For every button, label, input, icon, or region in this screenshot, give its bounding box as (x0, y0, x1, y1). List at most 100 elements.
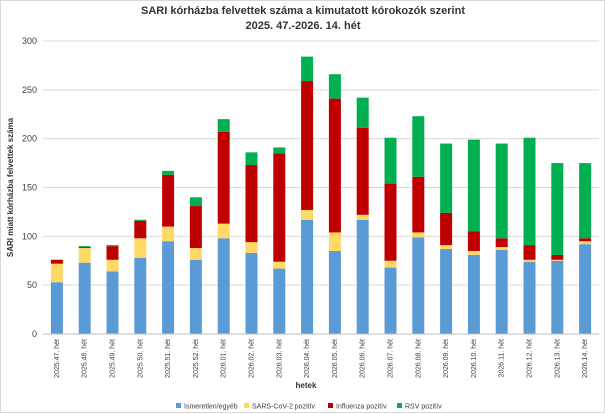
bar-segment (189, 206, 202, 249)
bar-segment (78, 247, 91, 249)
bar-segment (328, 98, 341, 233)
bar-segment (273, 153, 286, 262)
bar-segment (412, 116, 425, 177)
bar-segment (162, 170, 175, 175)
legend-item: RSV pozitív (397, 403, 442, 411)
bar-segment (189, 248, 202, 260)
x-tick-label: 2025.49. hét (110, 339, 117, 378)
bar-segment (356, 214, 369, 220)
x-axis-ticks: 2025.47. hét 2025.48. hét 2025.49. hét 2025… (54, 339, 589, 378)
legend-swatch (328, 403, 333, 408)
legend-swatch (244, 403, 249, 408)
x-tick-label: 2026.07. hét (388, 339, 395, 378)
bar-segment (301, 81, 314, 210)
bar-segment (523, 261, 536, 334)
bar-segment (50, 259, 63, 264)
bar-segment (134, 219, 147, 221)
bar-segment (245, 152, 258, 166)
bar-segment (217, 238, 230, 334)
bar-segment (412, 232, 425, 238)
legend-item: Ismeretlen/egyéb (176, 403, 238, 411)
bar-segment (328, 74, 341, 99)
bar-segment (301, 209, 314, 220)
bar-segment (551, 259, 564, 261)
bar-segment (189, 259, 202, 334)
bar-segment (440, 245, 453, 250)
bar-segment (384, 137, 397, 184)
x-tick-label: 2026.05. hét (332, 339, 339, 378)
x-tick-label: 2026.11. hét (499, 339, 506, 377)
x-tick-label: 2026.13. hét (554, 339, 561, 378)
bar-segment (134, 257, 147, 334)
legend-swatch (397, 403, 402, 408)
bar-segment (523, 245, 536, 260)
bar-segment (495, 238, 508, 248)
bar-segment (495, 250, 508, 334)
bar-segment (467, 139, 480, 232)
bar-segment (384, 260, 397, 268)
bar-segment (495, 143, 508, 239)
x-tick-label: 2026.08. hét (415, 339, 422, 378)
bar-segment (551, 163, 564, 255)
y-tick-label: 200 (22, 134, 37, 144)
x-tick-label: 2026.04. hét (304, 339, 311, 378)
bar-segment (440, 249, 453, 334)
legend-item: SARS-CoV-2 pozitív (244, 403, 316, 411)
bar-segment (579, 241, 592, 245)
bar-segment (162, 226, 175, 242)
y-tick-label: 250 (22, 85, 37, 95)
y-axis-label: SARI miatt kórházba felvettek száma (6, 117, 15, 257)
bar-segment (328, 232, 341, 251)
bar-segment (189, 197, 202, 207)
bar-segment (106, 271, 119, 334)
bar-segment (412, 176, 425, 233)
bar-segment (245, 252, 258, 334)
y-axis-ticks: 0 50 100 150 200 250 300 (22, 36, 37, 339)
chart-subtitle: 2025. 47.-2026. 14. hét (246, 20, 361, 32)
x-tick-label: 2026.01. hét (221, 339, 228, 378)
gridlines (43, 40, 599, 286)
x-tick-label: 2026.06. hét (360, 339, 367, 378)
bar-segment (467, 250, 480, 255)
bar-segment (50, 282, 63, 334)
chart-title: SARI kórházba felvettek száma a kimutato… (141, 5, 465, 17)
bar-segment (134, 238, 147, 258)
legend-label: SARS-CoV-2 pozitív (252, 404, 316, 411)
bar-segment (523, 259, 536, 262)
x-tick-label: 2025.51. hét (165, 339, 172, 378)
bar-segment (579, 163, 592, 239)
x-tick-label: 2026.12. hét (527, 339, 534, 378)
bar-segment (134, 220, 147, 239)
y-tick-label: 100 (22, 231, 37, 241)
bar-segment (495, 247, 508, 251)
bar-segment (384, 267, 397, 334)
bar-segment (579, 244, 592, 334)
bar-segment (273, 261, 286, 269)
x-tick-label: 2026.14. hét (582, 339, 589, 378)
bar-segment (551, 254, 564, 260)
x-axis-label: hetek (296, 381, 317, 390)
x-tick-label: 2025.48. hét (82, 339, 89, 378)
legend-item: Influenza pozitív (328, 403, 387, 411)
legend-swatch (176, 403, 181, 408)
x-tick-label: 2026.03. hét (276, 339, 283, 378)
bar-segment (467, 254, 480, 334)
bar-segment (412, 237, 425, 334)
x-tick-label: 2025.52. hét (193, 339, 200, 378)
bar-segment (217, 131, 230, 224)
bar-segment (356, 127, 369, 215)
bar-segment (440, 143, 453, 213)
x-tick-label: 2026.09. hét (443, 339, 450, 378)
x-tick-label: 2025.50. hét (137, 339, 144, 378)
y-tick-label: 150 (22, 183, 37, 193)
legend-label: RSV pozitív (405, 404, 442, 411)
bar-segment (78, 262, 91, 334)
bar-segment (50, 263, 63, 283)
legend-label: Influenza pozitív (336, 404, 387, 411)
y-tick-label: 0 (32, 329, 37, 339)
bar-segment (78, 248, 91, 263)
x-tick-label: 2025.47. hét (54, 339, 61, 378)
bar-segment (245, 242, 258, 253)
bar-segment (78, 246, 91, 248)
